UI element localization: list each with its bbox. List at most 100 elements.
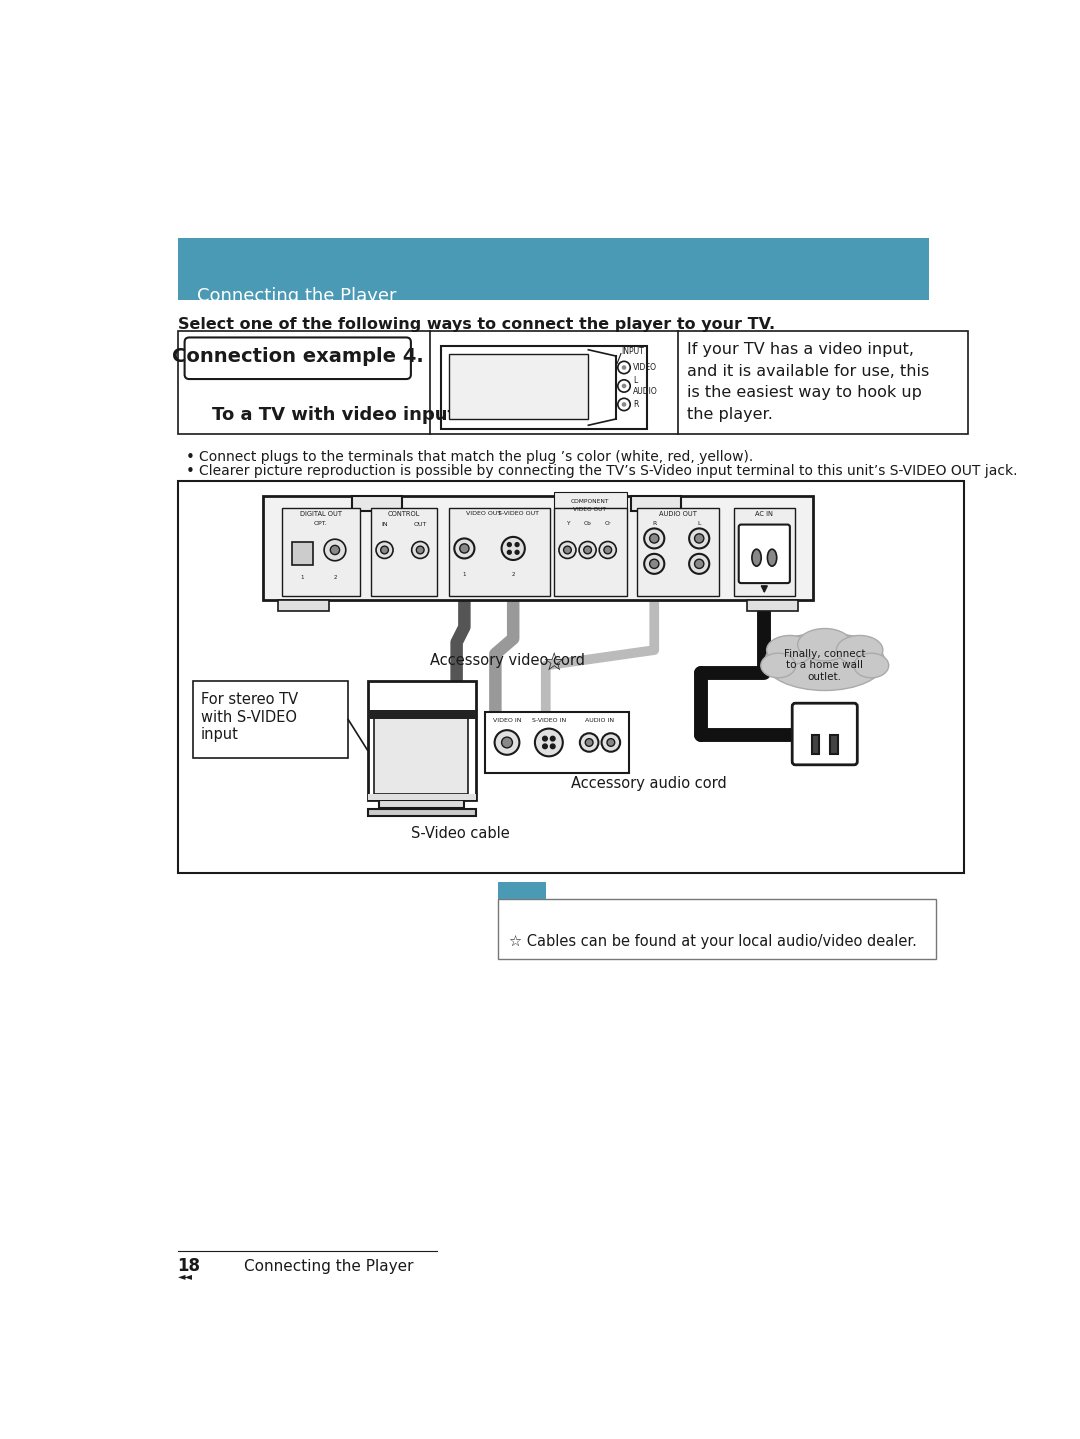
Text: INPUT: INPUT [621, 347, 644, 355]
Bar [554, 508, 627, 596]
Ellipse shape [768, 550, 777, 566]
Text: For stereo TV
with S-VIDEO
input: For stereo TV with S-VIDEO input [201, 692, 298, 743]
Bar [367, 709, 476, 720]
Text: 1: 1 [300, 576, 303, 580]
Circle shape [411, 541, 429, 558]
Bar [747, 600, 798, 610]
Text: IN: IN [381, 522, 388, 527]
Text: S-Video cable: S-Video cable [411, 826, 510, 840]
FancyBboxPatch shape [739, 525, 789, 583]
Circle shape [580, 734, 598, 751]
Bar [177, 331, 968, 435]
Text: R: R [633, 400, 638, 409]
Ellipse shape [767, 636, 813, 665]
Ellipse shape [760, 653, 796, 678]
Circle shape [455, 538, 474, 558]
Circle shape [324, 540, 346, 561]
Text: VIDEO IN: VIDEO IN [492, 718, 522, 722]
Circle shape [602, 734, 620, 751]
Ellipse shape [836, 636, 882, 665]
Bar [485, 712, 629, 773]
Text: Cb: Cb [583, 521, 592, 527]
Text: R: R [652, 521, 657, 527]
Circle shape [508, 550, 511, 554]
Circle shape [551, 737, 555, 741]
Text: If your TV has a video input,: If your TV has a video input, [687, 342, 914, 357]
Circle shape [644, 554, 664, 574]
Text: VIDEO OUT: VIDEO OUT [465, 511, 501, 517]
Circle shape [542, 737, 548, 741]
Circle shape [689, 528, 710, 548]
Text: VIDEO OUT: VIDEO OUT [573, 507, 606, 512]
Bar [637, 508, 718, 596]
Circle shape [689, 554, 710, 574]
Bar [193, 681, 348, 758]
Circle shape [376, 541, 393, 558]
Bar [367, 681, 476, 800]
Text: Clearer picture reproduction is possible by connecting the TV’s S-Video input te: Clearer picture reproduction is possible… [199, 463, 1017, 478]
Circle shape [416, 547, 424, 554]
Circle shape [508, 543, 511, 547]
Bar [292, 543, 313, 566]
Text: is the easiest way to hook up: is the easiest way to hook up [687, 386, 921, 400]
Circle shape [599, 541, 617, 558]
Text: ◄◄: ◄◄ [177, 1271, 192, 1281]
Text: OUT: OUT [414, 522, 427, 527]
Bar [372, 508, 437, 596]
Circle shape [585, 738, 593, 747]
Text: DIGITAL OUT: DIGITAL OUT [300, 511, 342, 518]
Circle shape [579, 541, 596, 558]
Circle shape [564, 547, 571, 554]
Circle shape [380, 547, 389, 554]
Text: L: L [698, 521, 701, 527]
Circle shape [535, 728, 563, 757]
Circle shape [694, 534, 704, 543]
Bar [449, 354, 589, 419]
Text: Cr: Cr [605, 521, 611, 527]
Circle shape [607, 738, 615, 747]
Bar [279, 600, 328, 610]
Circle shape [694, 560, 704, 568]
Ellipse shape [752, 550, 761, 566]
Bar [282, 508, 360, 596]
Text: Connecting the Player: Connecting the Player [197, 286, 396, 305]
Text: Connect plugs to the terminals that match the plug ’s color (white, red, yellow): Connect plugs to the terminals that matc… [199, 450, 753, 463]
Text: Finally, connect
to a home wall
outlet.: Finally, connect to a home wall outlet. [784, 649, 865, 682]
Bar [379, 800, 464, 807]
Text: AC IN: AC IN [755, 511, 773, 518]
Text: Accessory audio cord: Accessory audio cord [570, 776, 726, 791]
Circle shape [622, 366, 626, 370]
Bar [831, 735, 838, 754]
Text: Accessory video cord: Accessory video cord [430, 653, 584, 668]
Text: Connection example 4.: Connection example 4. [172, 347, 423, 366]
Circle shape [515, 550, 519, 554]
Text: L
AUDIO: L AUDIO [633, 376, 658, 396]
Text: 2: 2 [512, 573, 515, 577]
Circle shape [622, 384, 626, 389]
Circle shape [649, 534, 659, 543]
Circle shape [495, 730, 519, 755]
Text: Note: Note [503, 901, 540, 914]
Bar [449, 508, 550, 596]
Text: AUDIO OUT: AUDIO OUT [659, 511, 697, 518]
Text: 1: 1 [462, 573, 467, 577]
Circle shape [501, 737, 512, 748]
Text: COMPONENT: COMPONENT [570, 499, 609, 504]
Bar [554, 492, 627, 508]
Circle shape [330, 545, 339, 554]
Circle shape [559, 541, 576, 558]
Circle shape [542, 744, 548, 748]
Text: 18: 18 [177, 1258, 201, 1275]
Bar [262, 496, 813, 600]
Text: •: • [186, 450, 194, 465]
Ellipse shape [798, 629, 852, 661]
Ellipse shape [854, 653, 889, 678]
Bar [498, 882, 545, 899]
Circle shape [515, 543, 519, 547]
Bar [631, 496, 681, 511]
Bar [734, 508, 795, 596]
Circle shape [604, 547, 611, 554]
Text: Y: Y [566, 521, 569, 527]
Ellipse shape [765, 633, 885, 691]
Text: ☆ Cables can be found at your local audio/video dealer.: ☆ Cables can be found at your local audi… [510, 934, 917, 948]
